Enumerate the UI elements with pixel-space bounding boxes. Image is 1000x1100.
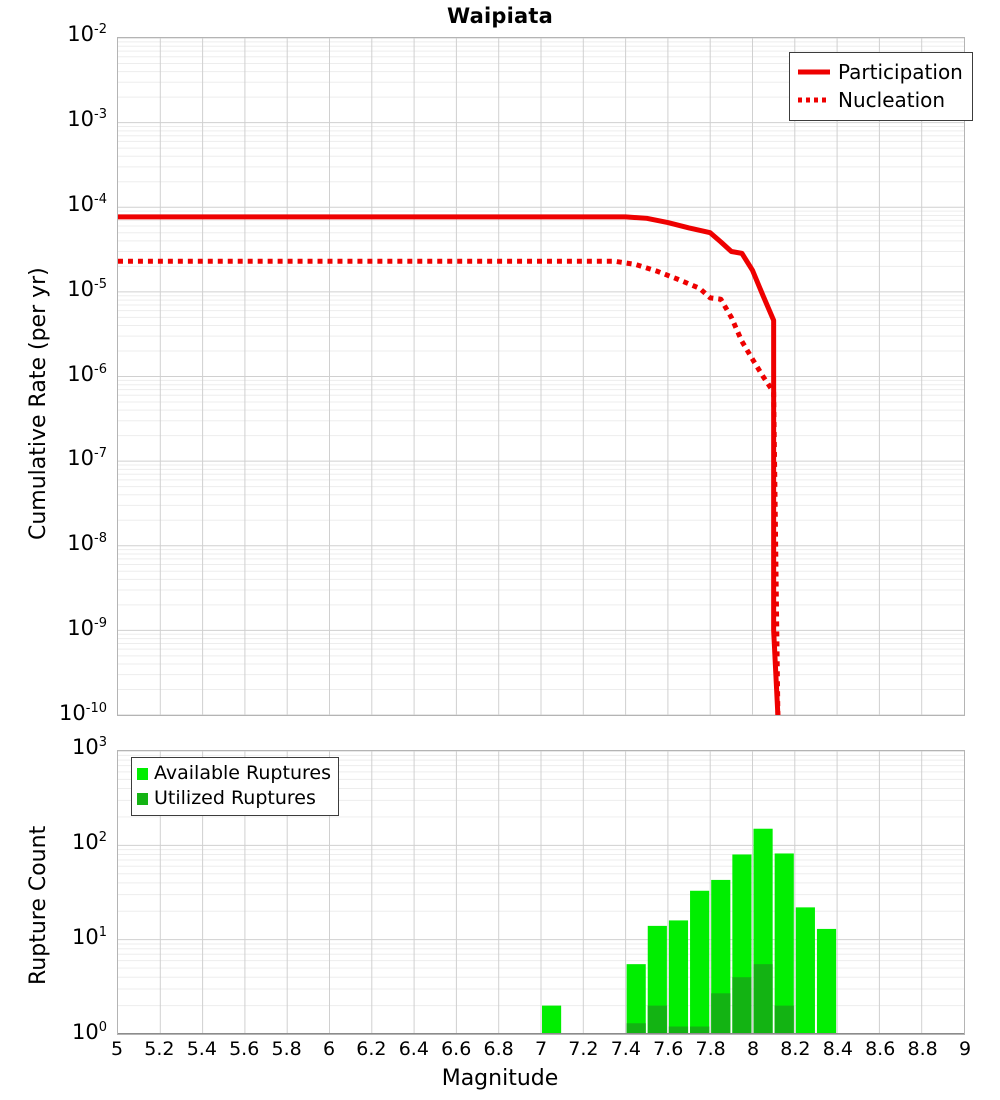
histogram-bar-utilized [732, 977, 752, 1034]
y-tick-label: 10-9 [67, 616, 107, 641]
x-axis-title: Magnitude [441, 1066, 559, 1091]
x-tick-label: 6 [322, 1038, 336, 1060]
histogram-bar-utilized [668, 1026, 689, 1034]
y-tick-label: 101 [71, 925, 107, 949]
x-tick-label: 5 [110, 1038, 124, 1060]
legend-label-participation: Participation [838, 60, 963, 84]
x-tick-label: 6.4 [398, 1038, 429, 1060]
legend-item-utilized-ruptures[interactable]: Utilized Ruptures [137, 786, 331, 811]
y-axis-title-bottom: Rupture Count [26, 825, 51, 985]
histogram-bar-utilized [774, 1005, 794, 1034]
legend-item-available-ruptures[interactable]: Available Ruptures [137, 761, 331, 786]
y-tick-label: 10-10 [59, 701, 107, 725]
x-tick-label: 6.6 [441, 1038, 472, 1060]
histogram-bar-utilized [711, 993, 731, 1034]
x-tick-label: 8.2 [780, 1038, 811, 1060]
y-tick-label: 10-5 [67, 276, 107, 301]
cumulative-rate-plot-area [118, 38, 964, 715]
utilized-swatch-icon [137, 792, 148, 805]
histogram-legend: Available Ruptures Utilized Ruptures [131, 757, 339, 816]
solid-line-icon [798, 69, 830, 75]
x-tick-label: 5.2 [144, 1038, 175, 1060]
x-tick-label: 6.8 [483, 1038, 514, 1060]
y-axis-title-top: Cumulative Rate (per yr) [26, 267, 51, 540]
y-tick-label: 103 [71, 735, 107, 759]
legend-label-nucleation: Nucleation [838, 88, 946, 112]
x-tick-label: 5.8 [271, 1038, 302, 1060]
x-tick-label: 8.6 [865, 1038, 896, 1060]
histogram-bar-utilized [690, 1026, 710, 1034]
histogram-bar-available [795, 907, 815, 1034]
histogram-bar-available [626, 964, 646, 1034]
histogram-bar-utilized [753, 964, 773, 1034]
x-tick-label: 5.6 [229, 1038, 260, 1060]
x-tick-label: 7.6 [653, 1038, 684, 1060]
y-tick-label: 10-8 [67, 531, 107, 556]
x-tick-label: 6.2 [356, 1038, 387, 1060]
histogram-bar-available [541, 1005, 562, 1034]
legend-label-available-ruptures: Available Ruptures [154, 762, 331, 784]
curve-participation [118, 214, 781, 715]
page-title: Waipiata [447, 4, 553, 28]
histogram-bar-available [774, 853, 794, 1034]
x-tick-label: 7.4 [610, 1038, 641, 1060]
histogram-bar-utilized [647, 1005, 667, 1034]
curve-legend: Participation Nucleation [789, 52, 973, 121]
x-tick-label: 8.4 [822, 1038, 853, 1060]
x-tick-label: 8 [746, 1038, 760, 1060]
histogram-bar-available [690, 890, 710, 1034]
x-tick-label: 7.2 [568, 1038, 599, 1060]
y-tick-label: 10-7 [67, 446, 107, 471]
cumulative-rate-plot-panel [117, 37, 965, 716]
curve-nucleation [118, 258, 781, 715]
y-tick-label: 100 [71, 1020, 107, 1044]
histogram-bar-utilized [626, 1023, 646, 1034]
x-tick-label: 7 [534, 1038, 548, 1060]
x-tick-label: 5.4 [186, 1038, 217, 1060]
y-tick-label: 10-4 [67, 191, 107, 216]
y-tick-label: 10-6 [67, 361, 107, 386]
available-swatch-icon [137, 767, 148, 780]
x-tick-label: 9 [958, 1038, 972, 1060]
histogram-bar-available [816, 928, 837, 1034]
y-tick-label: 10-3 [67, 106, 107, 131]
legend-item-nucleation[interactable]: Nucleation [797, 86, 963, 114]
x-tick-label: 8.8 [907, 1038, 938, 1060]
x-tick-label: 7.8 [695, 1038, 726, 1060]
y-axis-tick-labels: 10-2 10-3 10-4 10-5 10-6 10-7 10-8 10-9 10-10 100… [0, 0, 113, 1100]
histogram-bar-available [668, 920, 689, 1034]
dotted-line-icon [798, 97, 830, 103]
y-tick-label: 102 [71, 830, 107, 854]
legend-label-utilized-ruptures: Utilized Ruptures [154, 787, 316, 809]
legend-item-participation[interactable]: Participation [797, 58, 963, 86]
